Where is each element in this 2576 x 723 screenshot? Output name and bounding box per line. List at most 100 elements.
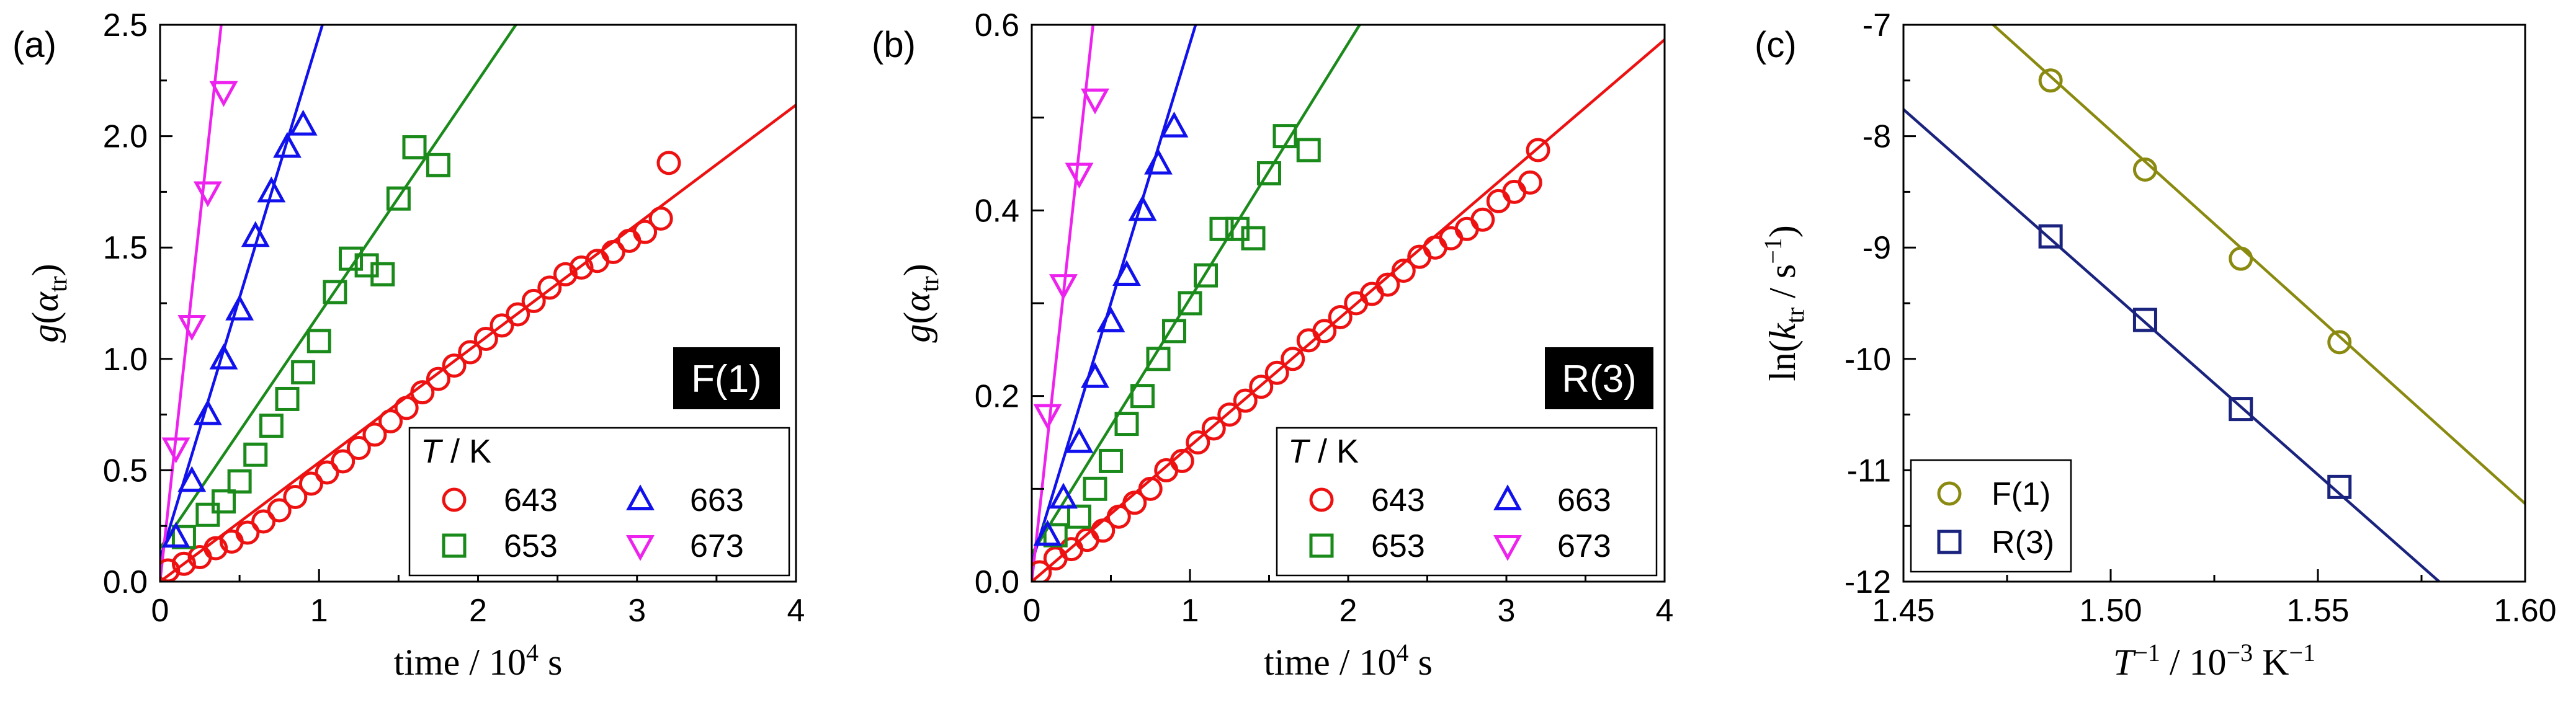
data-point-663 [177,466,207,492]
data-point-643 [1186,430,1210,455]
legend-label-643: 643 [504,482,558,518]
data-point-643 [1518,170,1542,195]
data-point-r3 [2327,474,2352,499]
data-point-663 [209,344,238,370]
legend-marker-673 [1493,535,1522,561]
fit-line-663 [160,25,324,560]
data-point-643 [1391,259,1416,283]
data-point-663 [1112,260,1141,286]
data-point-643 [473,326,498,351]
data-point-653 [1296,138,1321,162]
x-tick-label: 4 [787,593,805,629]
y-tick-label: -7 [1863,7,1891,43]
x-tick-label: 0 [1023,593,1041,629]
data-point-653 [323,280,347,304]
data-point-673 [1065,162,1094,189]
data-point-643 [1043,546,1068,571]
data-point-643 [331,449,356,474]
data-point-f1 [2229,246,2253,271]
data-point-643 [251,509,276,534]
data-point-653 [1272,124,1297,149]
x-axis-title: T−1 / 10−3 K−1 [2113,639,2315,683]
legend-label-663: 663 [1557,482,1611,518]
data-point-653 [1178,291,1202,316]
data-point-663 [1049,482,1078,509]
data-point-653 [370,262,395,286]
data-point-643 [617,228,642,253]
data-point-653 [1241,226,1266,251]
y-axis-title: g(αtr) [25,264,73,342]
data-point-653 [195,502,220,527]
data-point-663 [241,221,270,247]
data-point-643 [1217,402,1242,427]
data-point-643 [1486,189,1511,213]
legend: T / K 643 653 663 673 [1276,427,1658,577]
panel-label: (a) [12,25,56,65]
legend-label-653: 653 [1371,528,1425,564]
data-point-643 [656,151,681,175]
data-point-643 [1439,226,1464,251]
data-point-r3 [2038,224,2063,249]
legend-label-643: 643 [1371,482,1425,518]
data-point-653 [1130,384,1155,409]
data-point-653 [386,186,411,211]
legend-label-653: 653 [504,528,558,564]
y-tick-label: -10 [1845,342,1891,378]
y-tick-label: 0.4 [975,193,1019,229]
legend-marker-r3 [1937,530,1962,554]
data-point-643 [410,380,435,405]
data-point-673 [177,314,207,341]
data-point-643 [458,340,483,365]
data-point-643 [1502,179,1527,204]
x-tick-label: 1.45 [1872,593,1934,629]
legend-marker-643 [1309,487,1334,512]
data-point-653 [306,329,331,353]
y-tick-label: 1.0 [103,342,148,378]
x-tick-label: 1 [1181,593,1199,629]
data-point-643 [1138,476,1163,501]
data-point-653 [1099,448,1123,473]
data-point-f1 [2132,157,2157,182]
y-tick-label: 0.5 [103,453,148,489]
data-point-643 [267,498,292,523]
fit-lines [1903,25,2525,582]
legend: F(1) R(3) [1910,459,2072,573]
data-point-673 [193,181,222,208]
data-point-643 [315,460,339,485]
data-point-663 [1081,362,1109,388]
x-tick-label: 3 [1498,593,1516,629]
data-point-643 [426,366,450,391]
data-point-643 [1296,328,1321,353]
y-tick-label: 0.0 [975,564,1019,600]
model-label: F(1) [691,358,762,401]
data-points [1032,88,1550,582]
x-tick-label: 0 [151,593,169,629]
y-tick-label: -9 [1863,230,1891,266]
data-point-643 [1328,304,1353,329]
data-point-663 [257,176,286,203]
legend: T / K 643 653 663 673 [408,427,790,577]
data-points [160,81,681,582]
data-point-653 [1162,319,1186,344]
data-point-643 [1091,518,1116,543]
y-tick-label: 2.5 [103,7,148,43]
data-point-643 [1169,448,1194,473]
data-point-643 [1470,207,1495,232]
data-point-643 [601,239,625,264]
panel-a: (a) 0 1 2 3 4 0.0 0.5 1.0 1.5 2.0 2.5 time / 104 s g(… [12,7,805,683]
panel-c: (c) 1.45 1.50 1.55 1.60 -12 -11 -10 -9 -8 -7 T−1 / … [1755,7,2557,683]
panel-label: (c) [1755,25,1797,65]
data-point-643 [1249,375,1274,399]
data-point-643 [1032,560,1052,582]
data-point-663 [1096,306,1125,332]
data-point-643 [1312,319,1337,344]
legend-marker-643 [442,487,467,512]
y-axis-title: ln(ktr / s−1) [1759,225,1810,381]
x-tick-label: 3 [628,593,646,629]
legend-label-r3: R(3) [1992,525,2054,561]
data-point-643 [1106,504,1131,529]
data-point-653 [171,525,196,549]
y-tick-label: 0.2 [975,379,1019,415]
data-point-653 [1043,523,1068,548]
